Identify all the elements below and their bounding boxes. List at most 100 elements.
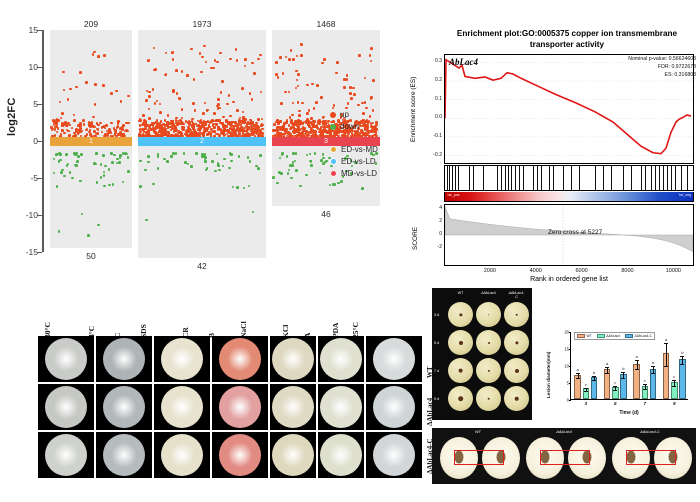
scatter-point-down bbox=[139, 185, 142, 188]
scatter-point-down bbox=[230, 159, 233, 163]
scatter-point-up bbox=[343, 135, 346, 138]
scatter-point-up bbox=[54, 125, 58, 129]
scatter-point-up bbox=[295, 120, 299, 123]
scatter-point-up bbox=[216, 132, 220, 136]
scatter-point-up bbox=[282, 135, 286, 138]
scatter-point-up bbox=[190, 134, 193, 138]
error-bar-cap bbox=[621, 377, 626, 379]
scatter-point-down bbox=[276, 181, 279, 185]
scatter-point-up bbox=[180, 70, 184, 73]
scatter-point-up bbox=[205, 127, 209, 131]
scatter-point-down bbox=[102, 170, 106, 174]
scatter-point-up bbox=[150, 135, 154, 138]
error-bar-cap bbox=[591, 380, 596, 382]
scatter-point-down bbox=[320, 159, 323, 162]
scatter-point-up bbox=[230, 132, 234, 135]
scatter-point-up bbox=[282, 126, 285, 130]
scatter-point-up bbox=[306, 112, 309, 115]
scatter-point-up bbox=[57, 119, 60, 122]
gsea-score-y-tick-label: 2 bbox=[439, 217, 442, 224]
scatter-point-down bbox=[231, 185, 235, 189]
scatter-point-up bbox=[328, 130, 331, 133]
scatter-point-up bbox=[290, 135, 293, 138]
scatter-point-up bbox=[179, 122, 183, 126]
scatter-point-down bbox=[246, 156, 250, 159]
scatter-point-up bbox=[299, 120, 302, 123]
scatter-point-down bbox=[60, 171, 63, 175]
scatter-point-up bbox=[354, 135, 358, 138]
scatter-point-up bbox=[169, 128, 173, 132]
scatter-point-up bbox=[103, 54, 106, 57]
scatter-point-down bbox=[327, 156, 331, 160]
scatter-point-up bbox=[208, 125, 211, 129]
significance-letter: a bbox=[635, 354, 638, 360]
scatter-point-up bbox=[197, 124, 201, 128]
scatter-point-up bbox=[295, 123, 298, 126]
legend-label: down bbox=[340, 122, 360, 131]
scatter-point-up bbox=[192, 127, 195, 130]
scatter-point-up bbox=[230, 129, 234, 132]
scatter-point-up bbox=[221, 80, 224, 83]
scatter-point-up bbox=[82, 119, 85, 123]
scatter-point-up bbox=[53, 120, 56, 123]
scatter-point-up bbox=[165, 132, 168, 136]
scatter-legend: up down ED-vs-MD ED-vs-LD MD-vs-LD bbox=[330, 110, 420, 181]
scatter-point-up bbox=[369, 122, 373, 126]
scatter-point-up bbox=[180, 134, 184, 138]
scatter-point-up bbox=[152, 46, 156, 50]
lesion-highlight-box bbox=[626, 450, 676, 465]
gsea-fdr: FDR: 0.9722673 bbox=[657, 63, 696, 70]
scatter-point-down bbox=[113, 153, 116, 157]
scatter-point-up bbox=[216, 60, 219, 64]
gsea-score-axis-label: SCORE bbox=[412, 226, 419, 250]
scatter-point-up bbox=[249, 118, 252, 122]
error-bar bbox=[607, 366, 609, 374]
scatter-point-up bbox=[239, 123, 243, 126]
lesion-spot bbox=[457, 395, 464, 402]
scatter-point-up bbox=[342, 120, 345, 124]
scatter-point-down bbox=[74, 163, 77, 167]
scatter-point-up bbox=[252, 130, 255, 134]
scatter-point-down bbox=[103, 184, 106, 188]
scatter-point-up bbox=[158, 127, 162, 130]
scatter-point-up bbox=[337, 134, 340, 138]
scatter-point-up bbox=[276, 120, 280, 124]
scatter-point-up bbox=[175, 116, 178, 120]
scatter-point-down bbox=[201, 153, 204, 156]
scatter-point-up bbox=[90, 121, 94, 125]
gsea-hit-tick bbox=[483, 166, 484, 190]
scatter-point-up bbox=[297, 125, 301, 129]
cross-group-label: ΔAbLac4-C bbox=[640, 430, 660, 434]
scatter-point-up bbox=[113, 132, 117, 135]
scatter-point-up bbox=[53, 125, 57, 129]
scatter-point-up bbox=[181, 127, 184, 131]
scatter-point-up bbox=[306, 131, 310, 134]
scatter-point-down bbox=[278, 171, 281, 174]
scatter-point-up bbox=[171, 119, 174, 123]
scatter-point-up bbox=[215, 119, 218, 122]
scatter-point-up bbox=[185, 130, 188, 133]
scatter-point-down bbox=[278, 156, 282, 160]
scatter-point-down bbox=[223, 157, 226, 161]
scatter-point-up bbox=[365, 133, 368, 136]
error-bar-cap bbox=[605, 373, 610, 375]
scatter-point-up bbox=[336, 127, 340, 131]
scatter-point-up bbox=[337, 119, 341, 123]
scatter-point-up bbox=[350, 128, 353, 131]
scatter-point-up bbox=[172, 126, 176, 130]
apple-core bbox=[626, 450, 636, 464]
scatter-point-down bbox=[341, 174, 345, 178]
inoculated-fruit bbox=[448, 358, 473, 383]
scatter-point-up bbox=[362, 133, 366, 137]
scatter-point-down bbox=[108, 183, 111, 187]
scatter-point-down bbox=[294, 152, 298, 155]
scatter-point-up bbox=[192, 77, 196, 81]
scatter-point-up bbox=[320, 132, 323, 135]
scatter-point-up bbox=[334, 131, 338, 134]
plate-well bbox=[318, 432, 364, 478]
fungal-colony bbox=[272, 434, 314, 476]
scatter-point-up bbox=[294, 86, 298, 90]
scatter-comparison-bar-id: 3 bbox=[324, 137, 328, 145]
plate-well bbox=[366, 384, 422, 430]
scatter-point-up bbox=[296, 134, 300, 138]
